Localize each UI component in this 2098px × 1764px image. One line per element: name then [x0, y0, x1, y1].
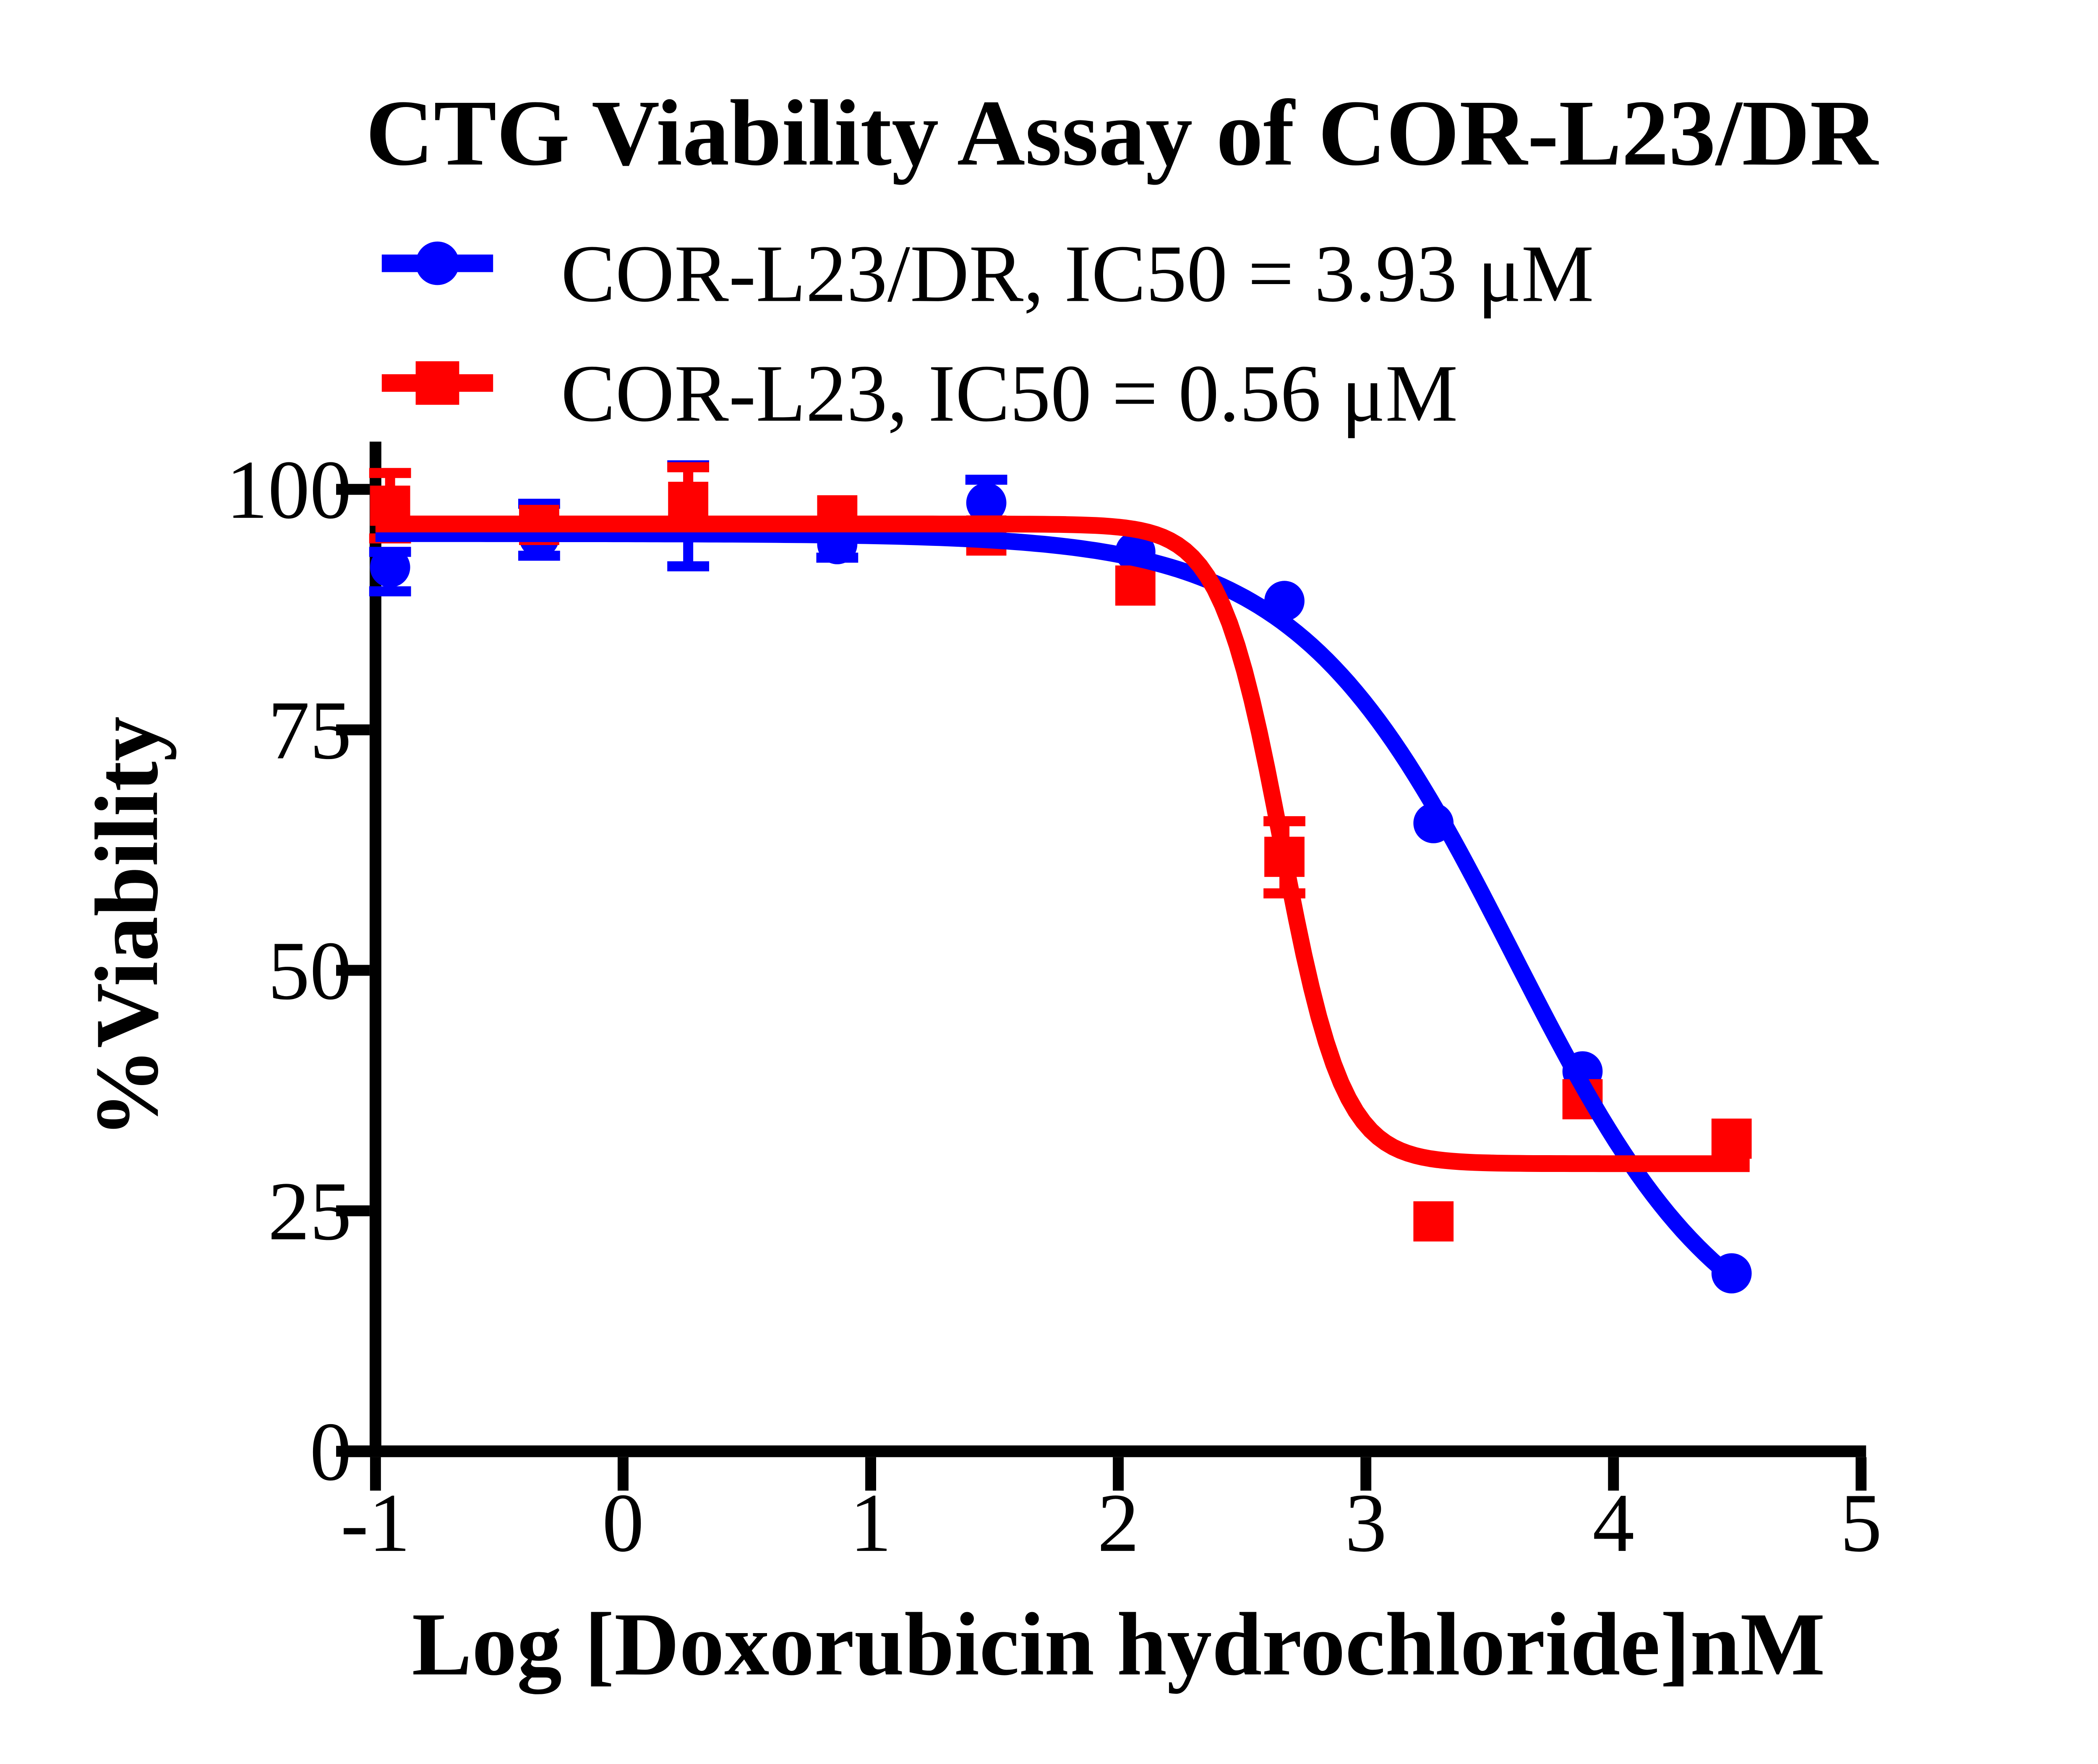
x-tick-label: 3	[1345, 1477, 1387, 1569]
y-tick-label: 0	[310, 1406, 352, 1498]
x-tick-label: 5	[1840, 1477, 1882, 1569]
COR-L23-data-point	[1115, 565, 1156, 606]
y-axis-label: %Viability	[77, 716, 177, 1138]
legend-item-cor-l23-dr: COR-L23/DR, IC50 = 3.93 μM	[381, 229, 1594, 319]
plot-area	[369, 460, 1752, 1294]
COR-L23-data-point	[1711, 1118, 1752, 1159]
x-tick-label: -1	[341, 1477, 410, 1569]
legend-square-marker-icon	[415, 361, 459, 405]
COR-L23/DR-fit-curve	[374, 525, 1737, 1284]
x-tick-label: 1	[850, 1477, 892, 1569]
legend-label-cor-l23-dr: COR-L23/DR, IC50 = 3.93 μM	[561, 229, 1594, 319]
x-axis-label: Log [Doxorubicin hydrochloride]nM	[412, 1594, 1825, 1694]
y-tick-label: 50	[268, 924, 352, 1017]
y-tick-label: 75	[268, 684, 352, 777]
COR-L23/DR-data-point	[966, 483, 1007, 523]
y-tick-label: 25	[268, 1165, 352, 1258]
y-tick-label: 100	[226, 444, 352, 536]
x-tick-label: 4	[1592, 1477, 1634, 1569]
chart-title: CTG Viability Assay of COR-L23/DR	[366, 81, 1879, 185]
COR-L23-data-point	[668, 482, 709, 522]
x-tick-label: 0	[602, 1477, 644, 1569]
legend-circle-marker-icon	[415, 241, 459, 285]
COR-L23/DR-data-point	[370, 547, 410, 587]
legend-item-cor-l23: COR-L23, IC50 = 0.56 μM	[381, 349, 1458, 439]
legend: COR-L23/DR, IC50 = 3.93 μM COR-L23, IC50…	[381, 229, 1594, 439]
legend-label-cor-l23: COR-L23, IC50 = 0.56 μM	[561, 349, 1458, 439]
COR-L23-fit-curve	[374, 515, 1751, 1172]
COR-L23-data-point	[1413, 1201, 1454, 1242]
x-tick-label: 2	[1097, 1477, 1139, 1569]
